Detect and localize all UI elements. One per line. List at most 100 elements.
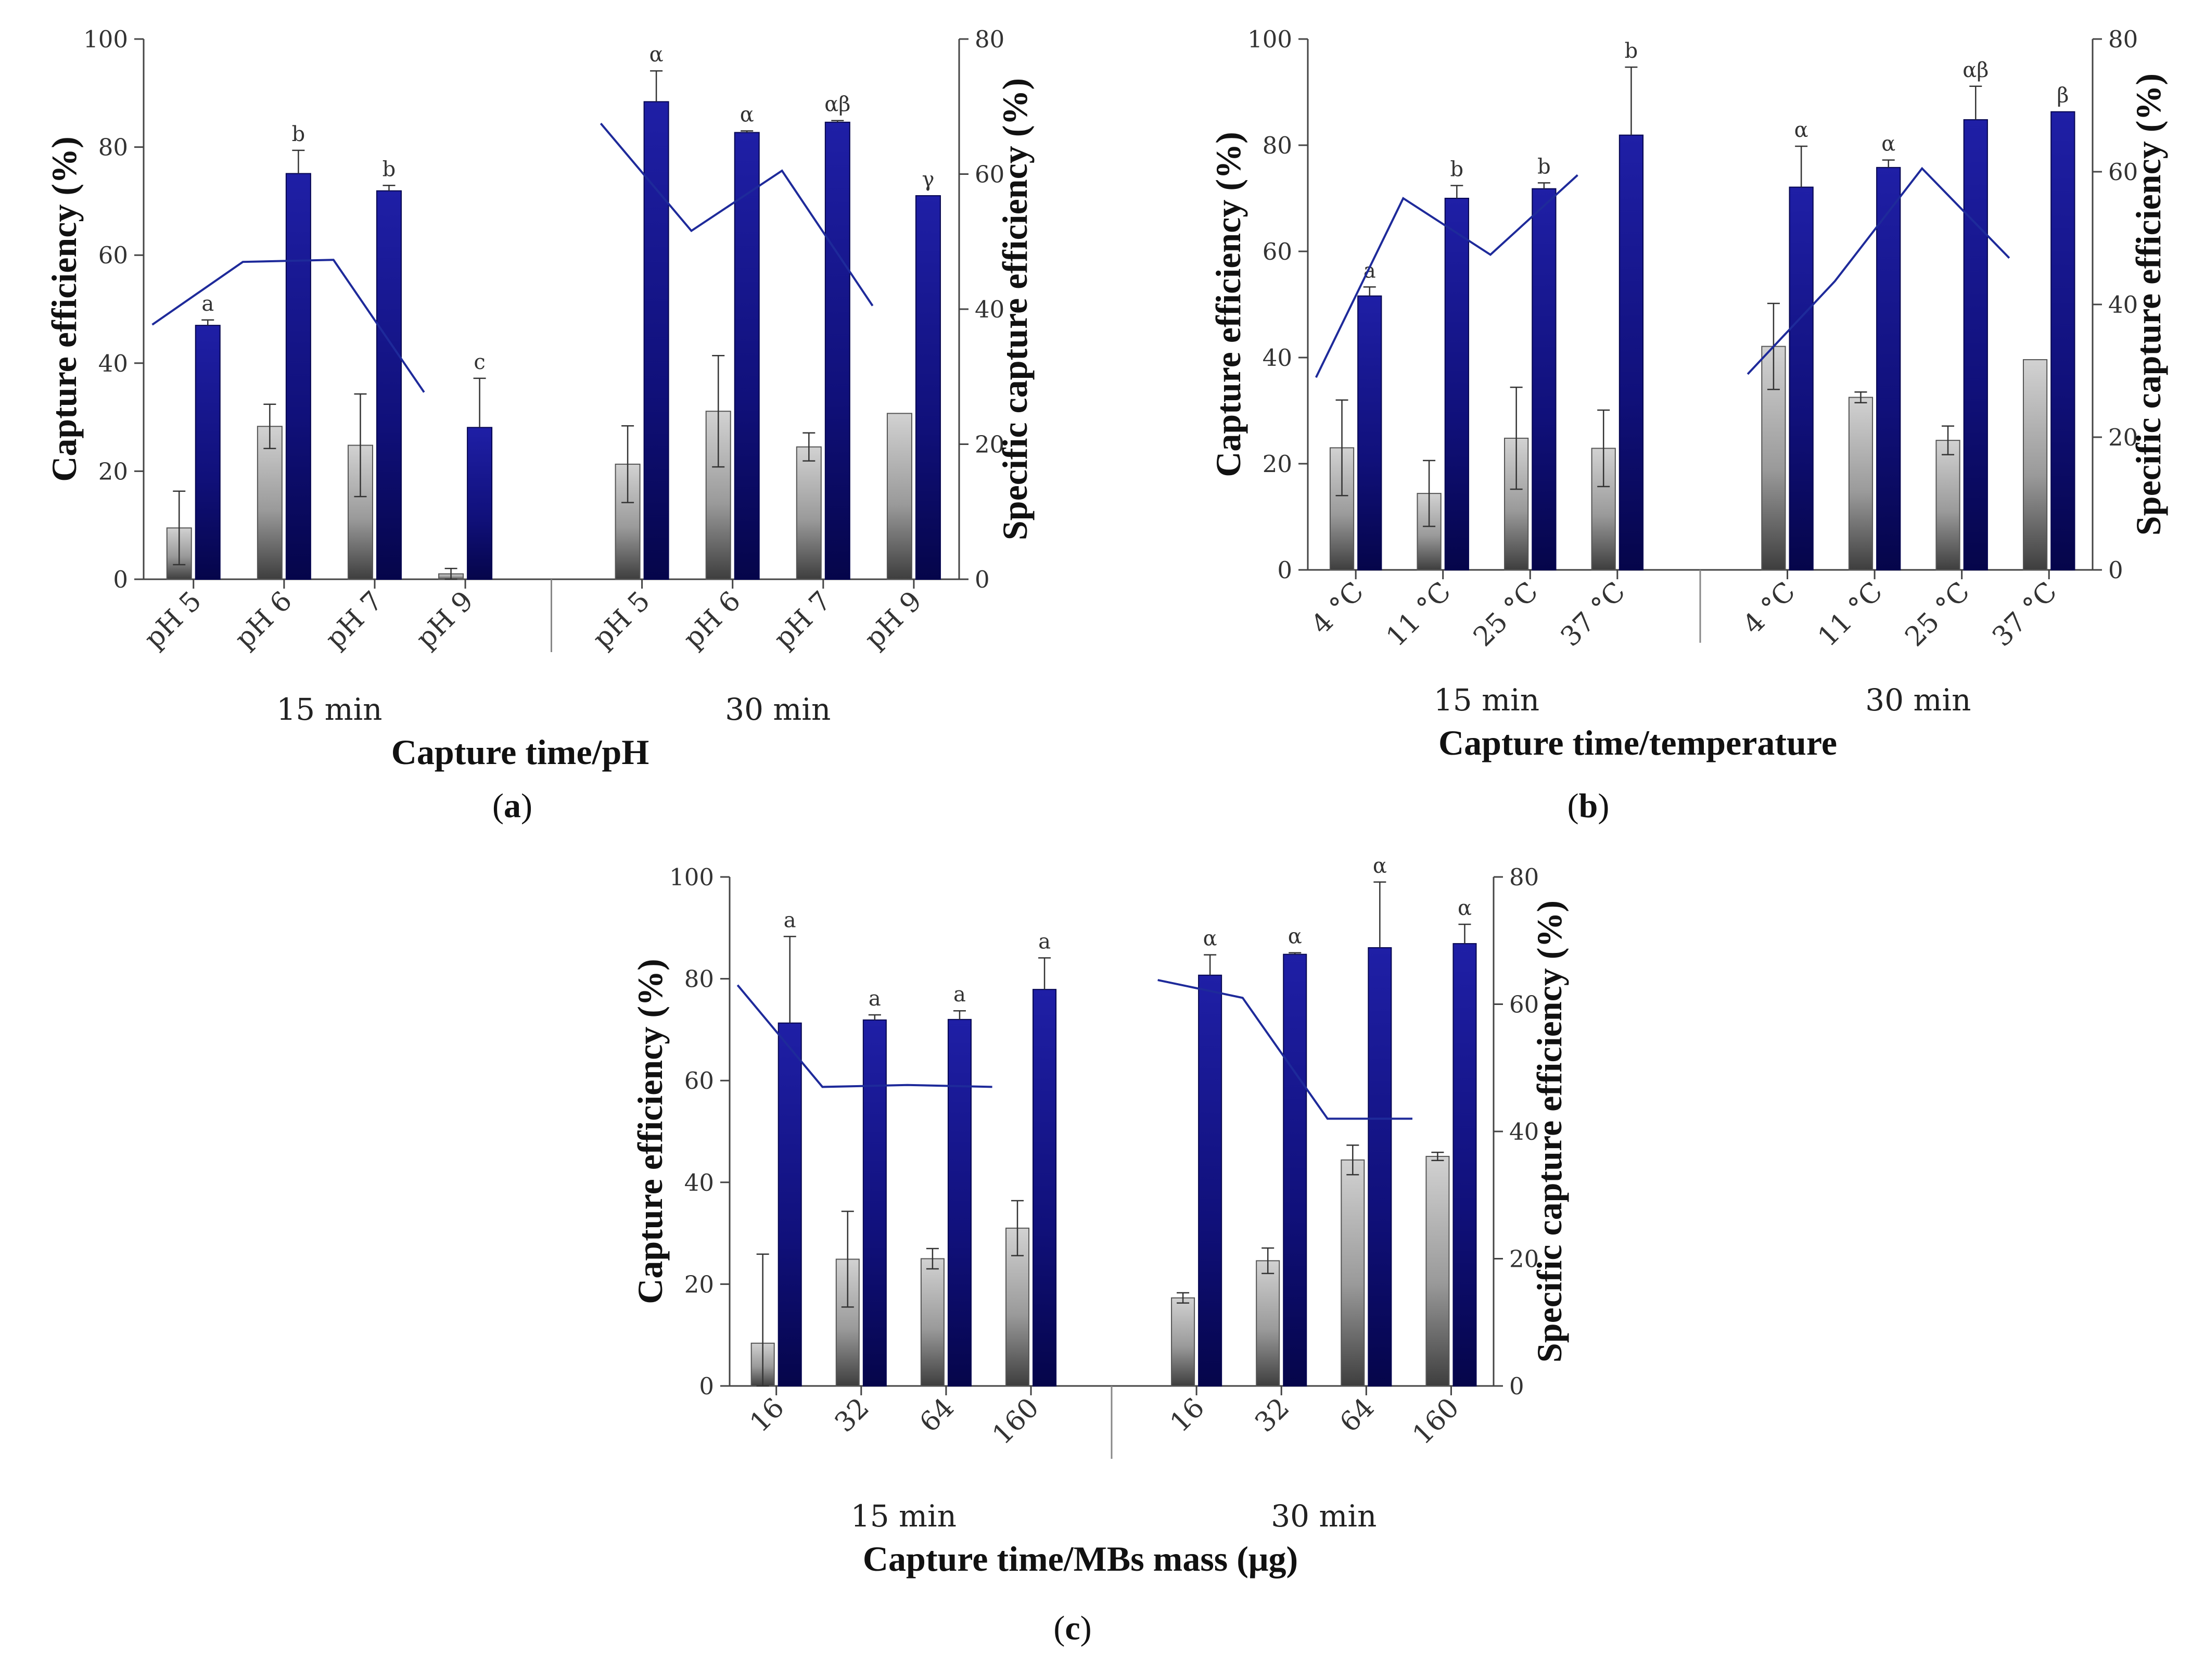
blue-bar [1198, 974, 1222, 1386]
grey-bar [920, 1258, 945, 1386]
right-tick-label: 20 [975, 431, 1004, 459]
significance-letter: a [869, 987, 881, 1011]
specific-efficiency-line [736, 984, 992, 1088]
grey-bar [1341, 1159, 1365, 1387]
left-tick-label: 100 [83, 26, 128, 53]
right-axis-title: Specific capture efficiency (%) [1530, 900, 1569, 1363]
x-tick-label: pH 6 [229, 586, 298, 655]
significance-letter: α [740, 103, 754, 126]
blue-bar [1789, 186, 1814, 570]
right-tick-label: 20 [2108, 424, 2138, 451]
left-tick-label: 80 [684, 965, 714, 993]
right-tick-label: 40 [975, 296, 1004, 323]
specific-efficiency-line [1315, 174, 1578, 378]
group-label: 30 min [725, 692, 831, 727]
significance-letter: c [474, 350, 485, 374]
x-tick-label: 37 °C [1986, 576, 2063, 653]
significance-letter: α [1881, 132, 1895, 156]
blue-bar [734, 132, 760, 580]
blue-bar [1532, 188, 1557, 570]
x-tick-label: 25 °C [1468, 576, 1544, 653]
x-tick-label: 160 [1407, 1392, 1465, 1451]
x-axis-title: Capture time/MBs mass (μg) [863, 1539, 1298, 1579]
group-label: 30 min [1865, 682, 1971, 718]
panel-label: (b) [1567, 787, 1610, 825]
blue-bar [2050, 111, 2075, 571]
significance-letter: a [1038, 930, 1051, 954]
panel-label-close: ) [1080, 1609, 1092, 1647]
significance-letter: γ [922, 168, 934, 192]
blue-bar [1452, 943, 1477, 1387]
right-tick-label: 60 [2108, 158, 2138, 186]
blue-bar [915, 195, 941, 580]
x-tick-label: 4 °C [1305, 576, 1370, 641]
x-tick-label: 16 [744, 1392, 791, 1439]
left-axis-title: Capture efficiency (%) [630, 959, 670, 1304]
right-tick-label: 80 [2108, 26, 2138, 53]
x-tick-label: pH 6 [678, 586, 747, 655]
significance-letter: a [953, 983, 966, 1007]
x-tick-label: 64 [1334, 1392, 1380, 1439]
right-tick-label: 0 [1509, 1372, 1524, 1400]
grey-bar [2022, 359, 2048, 571]
significance-letter: α [1458, 896, 1472, 920]
x-axis-title: Capture time/pH [391, 732, 649, 772]
blue-bar [862, 1019, 887, 1386]
x-tick-label: pH 9 [410, 586, 479, 655]
right-tick-label: 40 [1509, 1118, 1539, 1146]
left-tick-label: 20 [684, 1270, 714, 1298]
left-tick-label: 20 [1263, 450, 1292, 478]
grey-bar [886, 413, 912, 580]
right-tick-label: 60 [1509, 991, 1539, 1019]
chart-panel-c: 0 20 40 60 80 100 0 20 40 60 80 Capture efficiency … [630, 854, 1569, 1647]
panel-label: (a) [492, 787, 532, 825]
blue-bar [1963, 119, 1988, 571]
significance-letter: α [1373, 854, 1387, 878]
blue-bar [285, 173, 311, 580]
right-tick-label: 20 [1509, 1245, 1539, 1273]
left-tick-label: 60 [1263, 238, 1292, 265]
grey-bar [1256, 1260, 1280, 1387]
significance-letter: a [784, 908, 796, 932]
group-label: 15 min [851, 1498, 957, 1534]
significance-letter: b [292, 122, 305, 146]
significance-letter: α [649, 43, 664, 67]
left-tick-label: 60 [98, 241, 128, 269]
left-tick-label: 40 [1263, 344, 1292, 372]
significance-letter: α [1288, 925, 1302, 949]
panel-label-letter: c [1065, 1609, 1080, 1647]
right-tick-label: 0 [2108, 556, 2123, 584]
panel-label-open: ( [492, 787, 504, 825]
grey-bar [796, 446, 822, 580]
x-tick-label: 37 °C [1555, 576, 1632, 653]
right-tick-label: 40 [2108, 291, 2138, 319]
blue-bar [195, 325, 221, 580]
significance-letter: b [1625, 39, 1638, 63]
x-tick-label: 11 °C [1380, 576, 1457, 653]
x-tick-label: 64 [914, 1392, 960, 1439]
blue-bar [1368, 947, 1392, 1386]
blue-bar [1876, 167, 1901, 570]
left-tick-label: 40 [98, 350, 128, 377]
significance-letter: a [201, 292, 214, 316]
left-tick-label: 80 [98, 134, 128, 161]
x-tick-label: 4 °C [1737, 576, 1802, 641]
x-tick-label: 32 [1249, 1392, 1295, 1439]
right-tick-label: 0 [975, 566, 990, 593]
x-tick-label: pH 5 [587, 586, 656, 655]
right-axis-title: Specific capture efficiency (%) [2129, 73, 2168, 536]
right-axis-title: Specific capture efficiency (%) [995, 78, 1035, 540]
significance-letter: αβ [1962, 58, 1989, 82]
group-label: 15 min [276, 692, 382, 727]
panel-label-letter: a [504, 787, 521, 825]
blue-bar [824, 121, 850, 580]
chart-panel-b: 0 20 40 60 80 100 0 20 40 60 80 Capture efficiency … [1208, 26, 2168, 825]
blue-bar [1444, 198, 1469, 570]
left-tick-label: 100 [669, 863, 714, 891]
blue-bar [376, 190, 402, 580]
left-axis-title: Capture efficiency (%) [44, 136, 84, 481]
blue-bar [778, 1022, 802, 1387]
grey-bar [1171, 1297, 1195, 1386]
left-tick-label: 80 [1263, 132, 1292, 159]
